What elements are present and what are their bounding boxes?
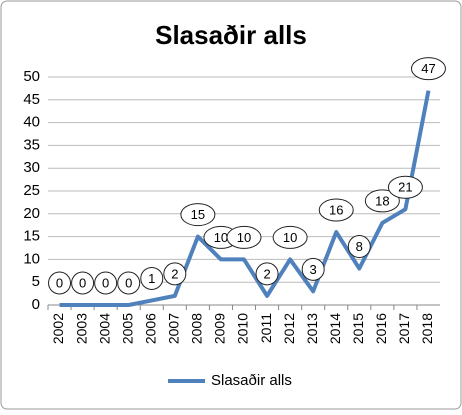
x-tick-label: 2011: [258, 313, 274, 343]
x-tick-label: 2016: [373, 313, 389, 344]
data-label: 0: [102, 275, 109, 290]
x-tick-label: 2004: [96, 313, 112, 344]
data-label: 10: [283, 230, 297, 245]
data-label: 0: [125, 275, 132, 290]
data-label-bubble: [140, 266, 164, 290]
x-tick-label: 2006: [142, 313, 158, 344]
data-label: 15: [191, 207, 205, 222]
y-tick-label: 0: [32, 296, 40, 313]
data-label-bubble: [163, 262, 187, 286]
data-label-bubble: [301, 257, 325, 281]
x-tick-label: 2017: [396, 313, 412, 344]
data-label: 8: [356, 239, 363, 254]
x-tick-label: 2007: [166, 313, 182, 344]
data-label: 10: [214, 230, 228, 245]
data-label: 10: [237, 230, 251, 245]
data-label-bubble: [347, 235, 371, 259]
x-tick-label: 2005: [119, 313, 135, 344]
y-tick-label: 40: [23, 114, 40, 131]
data-label-bubble: [410, 57, 446, 81]
data-label-bubble: [48, 271, 72, 295]
data-label: 3: [310, 262, 317, 277]
data-label: 2: [171, 266, 178, 281]
x-tick-label: 2015: [350, 313, 366, 344]
data-label: 2: [263, 266, 270, 281]
data-label-bubble: [387, 175, 423, 199]
data-label: 0: [79, 275, 86, 290]
data-label-bubble: [272, 225, 308, 249]
x-tick-label: 2002: [50, 313, 66, 344]
chart-title: Slasaðir alls: [155, 20, 307, 50]
y-tick-label: 25: [23, 182, 40, 199]
data-label: 18: [375, 193, 389, 208]
data-label: 0: [56, 275, 63, 290]
data-label-bubble: [364, 189, 400, 213]
data-label-bubble: [94, 271, 118, 295]
data-label: 21: [398, 180, 412, 195]
y-tick-label: 10: [23, 250, 40, 267]
x-tick-label: 2012: [281, 313, 297, 344]
y-tick-label: 50: [23, 68, 40, 85]
data-label-bubble: [318, 198, 354, 222]
x-tick-label: 2013: [304, 313, 320, 344]
data-label-bubble: [226, 225, 262, 249]
y-tick-label: 30: [23, 159, 40, 176]
x-tick-label: 2010: [235, 313, 251, 344]
data-label-bubble: [255, 262, 279, 286]
x-tick-label: 2014: [327, 313, 343, 344]
x-tick-label: 2008: [189, 313, 205, 344]
y-tick-label: 15: [23, 228, 40, 245]
data-label-bubble: [180, 203, 216, 227]
x-tick-label: 2009: [212, 313, 228, 344]
y-tick-label: 5: [32, 273, 40, 290]
y-tick-label: 45: [23, 91, 40, 108]
data-label: 1: [148, 271, 155, 286]
y-tick-label: 20: [23, 205, 40, 222]
data-label: 47: [421, 61, 435, 76]
data-label-bubble: [71, 271, 95, 295]
legend-label: Slasaðir alls: [211, 372, 292, 389]
y-tick-label: 35: [23, 136, 40, 153]
x-tick-label: 2018: [419, 313, 435, 344]
x-tick-label: 2003: [73, 313, 89, 344]
data-label: 16: [329, 202, 343, 217]
data-label-bubble: [117, 271, 141, 295]
